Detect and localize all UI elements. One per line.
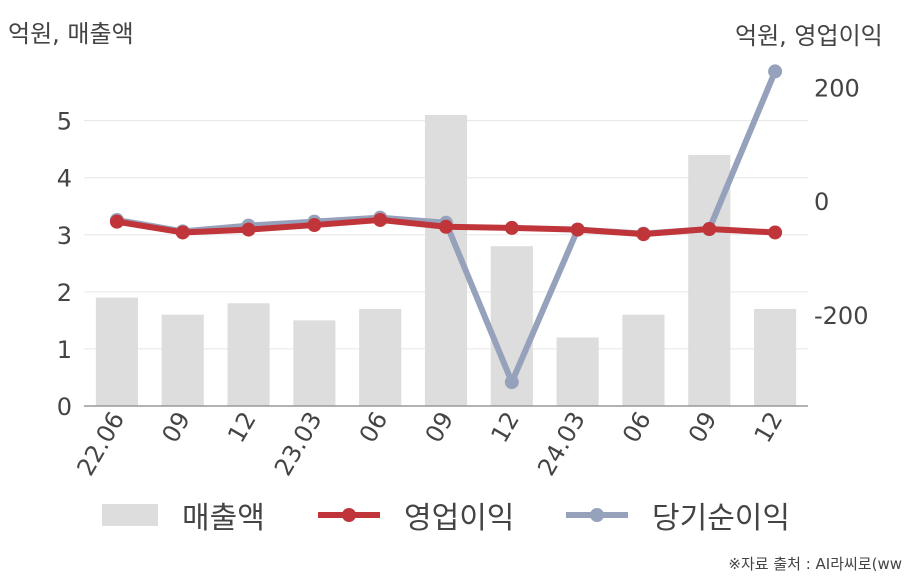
net-profit-point	[768, 64, 783, 79]
legend-item-operating: 영업이익	[318, 490, 514, 540]
operating-profit-point	[570, 222, 585, 237]
revenue-bar	[161, 314, 204, 406]
source-note: ※자료 출처 : AI라씨로(ww	[728, 555, 902, 573]
operating-profit-point	[504, 220, 519, 235]
x-tick-label: 12	[485, 407, 525, 447]
x-tick-label: 22.06	[71, 407, 130, 481]
operating-profit-point	[702, 222, 717, 237]
revenue-bar	[227, 303, 270, 406]
x-tick-label: 23.03	[269, 407, 328, 481]
right-tick-label: 200	[814, 74, 860, 102]
x-tick-label: 24.03	[532, 407, 591, 481]
legend-item-revenue: 매출액	[102, 490, 265, 540]
legend-swatch-revenue	[102, 504, 158, 526]
legend-label-revenue: 매출액	[182, 501, 265, 536]
left-axis-unit: 억원, 매출액	[8, 20, 134, 48]
revenue-bar	[556, 337, 599, 406]
operating-profit-point	[241, 222, 256, 237]
x-tick-label: 06	[617, 407, 657, 447]
legend: 매출액 영업이익 당기순이익	[0, 490, 908, 540]
x-tick-label: 12	[222, 407, 262, 447]
left-tick-label: 1	[57, 336, 72, 364]
x-tick-label: 09	[156, 407, 196, 447]
left-tick-label: 5	[57, 108, 72, 136]
x-tick-label: 09	[683, 407, 723, 447]
operating-profit-point	[768, 225, 783, 240]
legend-label-net: 당기순이익	[652, 501, 790, 536]
net-profit-point	[504, 375, 519, 390]
legend-item-net: 당기순이익	[566, 490, 790, 540]
operating-profit-point	[175, 225, 190, 240]
revenue-bar	[359, 308, 402, 406]
operating-profit-point	[439, 219, 453, 234]
revenue-bar	[293, 320, 336, 406]
legend-swatch-net	[566, 508, 628, 522]
legend-swatch-operating	[318, 508, 380, 522]
right-tick-label: 0	[814, 188, 829, 216]
x-tick-label: 06	[354, 407, 394, 447]
operating-profit-point	[373, 212, 388, 227]
operating-profit-point	[636, 227, 651, 242]
revenue-bar	[754, 308, 797, 406]
left-tick-label: 4	[57, 165, 72, 193]
operating-profit-point	[109, 214, 124, 229]
revenue-bar	[95, 297, 138, 406]
right-tick-label: -200	[814, 302, 868, 330]
revenue-bar	[622, 314, 665, 406]
left-tick-label: 3	[57, 222, 72, 250]
legend-label-operating: 영업이익	[404, 501, 515, 536]
operating-profit-point	[307, 218, 322, 233]
right-axis-unit: 억원, 영업이익	[735, 22, 883, 50]
x-tick-label: 09	[420, 407, 460, 447]
left-tick-label: 2	[57, 279, 72, 307]
x-tick-label: 12	[749, 407, 789, 447]
left-tick-label: 0	[57, 393, 72, 421]
